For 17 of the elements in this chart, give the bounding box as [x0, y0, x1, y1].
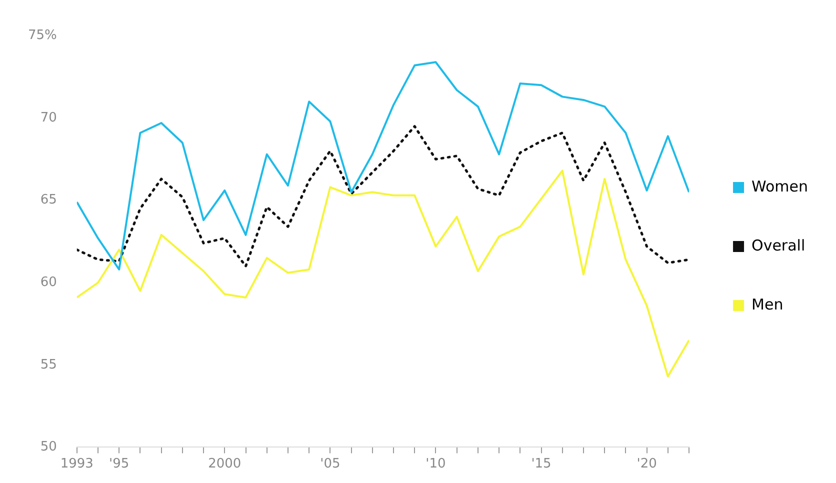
x-tick-label: '20 — [636, 456, 657, 472]
y-tick-label: 65 — [40, 192, 57, 208]
legend-label: Women — [752, 177, 808, 196]
y-tick-label: 60 — [40, 275, 57, 290]
x-tick-label: '05 — [320, 456, 340, 472]
x-tick-label: 2000 — [208, 456, 242, 472]
y-tick-label: 75% — [28, 28, 57, 44]
legend-label: Overall — [752, 236, 806, 254]
line-series — [76, 125, 690, 268]
x-tick-label: '15 — [531, 456, 552, 472]
legend-label: Men — [752, 295, 784, 314]
y-tick-label: 70 — [40, 110, 57, 126]
y-tick-label: 50 — [40, 440, 57, 455]
x-tick-label: 1993 — [60, 456, 94, 472]
y-tick-label: 55 — [40, 357, 57, 372]
x-tick-label: '10 — [426, 456, 446, 472]
x-tick-label: '95 — [109, 456, 130, 472]
